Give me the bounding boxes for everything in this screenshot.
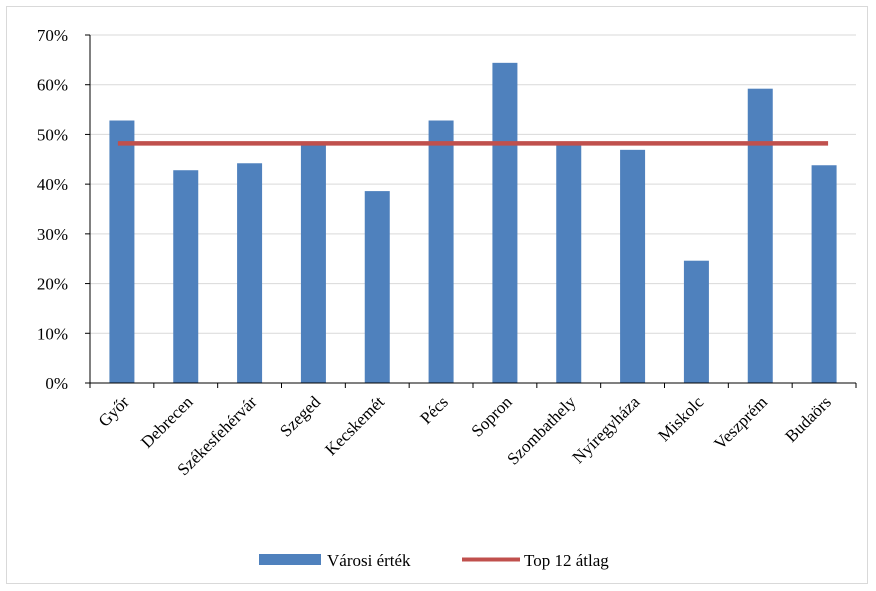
bars <box>109 62 837 384</box>
y-tick-label: 60% <box>37 76 68 95</box>
y-tick-label: 0% <box>45 374 68 393</box>
y-tick-label: 30% <box>37 225 68 244</box>
bar <box>109 120 135 383</box>
legend: Városi érték Top 12 átlag <box>259 551 609 570</box>
gridlines <box>90 34 856 334</box>
bar <box>556 143 582 383</box>
x-tick-label: Sopron <box>468 392 517 441</box>
bar <box>428 120 454 383</box>
y-tick-label: 20% <box>37 275 68 294</box>
x-tick-label: Debrecen <box>137 392 197 452</box>
x-tick-label: Kecskemét <box>321 392 388 459</box>
x-tick-label: Budaörs <box>781 392 835 446</box>
legend-label-line: Top 12 átlag <box>524 551 609 570</box>
x-tick-label: Szombathely <box>503 392 580 469</box>
y-tick-label: 50% <box>37 125 68 144</box>
bar <box>300 145 326 383</box>
x-tick-label: Szeged <box>276 392 325 441</box>
axes <box>85 34 857 388</box>
x-tick-label: Pécs <box>416 392 451 427</box>
legend-label-bar: Városi érték <box>327 551 411 570</box>
y-tick-label: 10% <box>37 324 68 343</box>
bar <box>620 149 646 383</box>
x-tick-label: Győr <box>95 392 133 430</box>
bar <box>492 62 518 384</box>
bar <box>173 170 199 383</box>
bar <box>237 163 263 383</box>
x-tick-label: Veszprém <box>710 392 771 453</box>
y-axis-labels: 0% 10% 20% 30% 40% 50% 60% 70% <box>37 26 68 393</box>
x-tick-label: Nyíregyháza <box>569 392 644 467</box>
bar <box>364 191 390 383</box>
y-tick-label: 40% <box>37 175 68 194</box>
legend-swatch-bar <box>259 554 321 565</box>
x-tick-label: Miskolc <box>654 392 707 445</box>
y-tick-label: 70% <box>37 26 68 45</box>
bar <box>683 260 709 383</box>
bar <box>811 165 837 383</box>
bar <box>747 88 773 383</box>
